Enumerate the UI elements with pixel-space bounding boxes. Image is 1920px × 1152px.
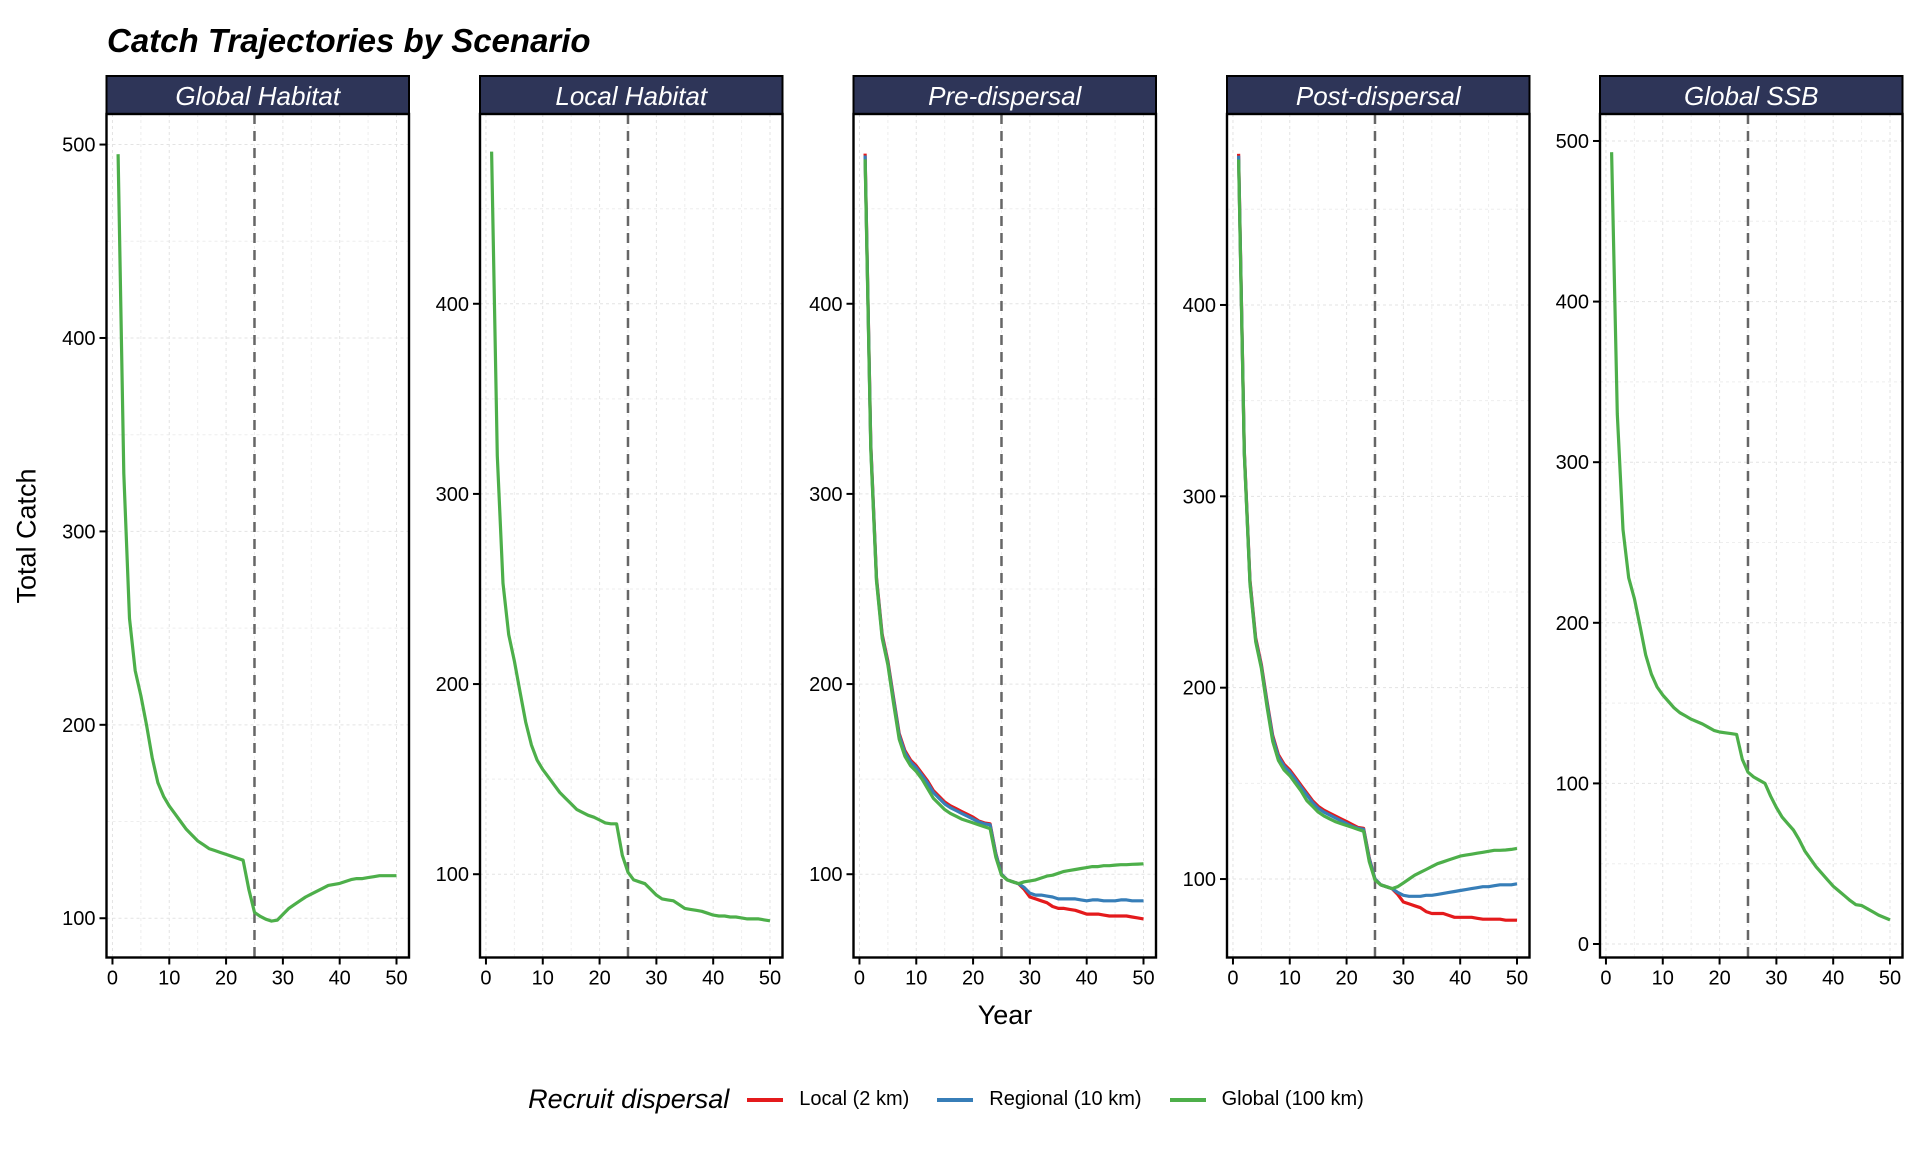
legend-label-regional: Regional (10 km): [989, 1088, 1142, 1110]
panel-strip: [479, 75, 784, 115]
panel-border: [1598, 112, 1904, 959]
y-tick-label: 200: [62, 715, 95, 737]
legend-label-local: Local (2 km): [799, 1088, 910, 1110]
x-tick-label: 50: [759, 968, 781, 990]
y-tick-label: 200: [809, 674, 842, 696]
x-tick-label: 10: [158, 968, 180, 990]
series-line-global-100-km: [863, 159, 1144, 886]
x-tick-label: 30: [645, 968, 667, 990]
panel-title: Global Habitat: [175, 81, 342, 111]
y-tick-label: 100: [1556, 773, 1589, 795]
x-tick-label: 20: [1335, 968, 1357, 990]
x-tick-label: 0: [854, 968, 865, 990]
y-tick-label: 500: [62, 135, 95, 157]
y-tick-label: 500: [1556, 131, 1589, 153]
series-line-global-100-km: [490, 151, 771, 923]
x-tick-label: 40: [702, 968, 724, 990]
x-tick-label: 20: [588, 968, 610, 990]
y-tick-label: 400: [62, 328, 95, 350]
panel-title: Global SSB: [1684, 81, 1818, 111]
x-tick-label: 20: [962, 968, 984, 990]
legend-title: Recruit dispersal: [528, 1084, 730, 1114]
x-tick-label: 40: [1076, 968, 1098, 990]
panel-strip: [105, 75, 410, 115]
x-tick-label: 0: [1227, 968, 1238, 990]
y-tick-label: 300: [809, 484, 842, 506]
x-tick-label: 0: [107, 968, 118, 990]
series-line-global-100-km: [1237, 159, 1518, 891]
series-line-local-2-km: [863, 153, 1144, 921]
x-tick-label: 40: [1822, 968, 1844, 990]
y-tick-label: 400: [809, 294, 842, 316]
legend-key-global: [1169, 1097, 1206, 1102]
panel-strip: [852, 75, 1157, 115]
x-axis-label: Year: [977, 1000, 1033, 1030]
series-line-global-100-km: [116, 154, 397, 923]
panel-title: Local Habitat: [555, 81, 709, 111]
series-line-local-2-km: [1237, 153, 1517, 922]
x-tick-label: 40: [1449, 968, 1471, 990]
series-line-regional-10-km: [1237, 155, 1518, 898]
x-tick-label: 10: [1279, 968, 1301, 990]
x-tick-label: 0: [480, 968, 491, 990]
x-tick-label: 50: [1506, 968, 1528, 990]
panel-border: [1225, 112, 1531, 959]
x-tick-label: 50: [385, 968, 407, 990]
x-tick-label: 30: [1392, 968, 1414, 990]
y-tick-label: 200: [1183, 678, 1216, 700]
x-tick-label: 50: [1879, 968, 1901, 990]
y-tick-label: 300: [1183, 486, 1216, 508]
y-tick-label: 300: [62, 521, 95, 543]
panel-strip: [1599, 75, 1904, 115]
x-tick-label: 30: [1765, 968, 1787, 990]
y-tick-label: 100: [436, 864, 469, 886]
panel-border: [852, 112, 1158, 959]
y-tick-label: 100: [809, 864, 842, 886]
y-tick-label: 200: [436, 674, 469, 696]
series-line-global-100-km: [1610, 152, 1891, 922]
panel-title: Post-dispersal: [1296, 81, 1462, 111]
y-tick-label: 0: [1578, 934, 1589, 956]
series-line-regional-10-km: [863, 155, 1144, 903]
y-tick-label: 100: [1183, 869, 1216, 891]
chart-title: Catch Trajectories by Scenario: [107, 22, 591, 59]
panel-border: [105, 112, 411, 959]
x-tick-label: 30: [1019, 968, 1041, 990]
legend-key-regional: [937, 1097, 974, 1102]
legend: Recruit dispersal Local (2 km) Regional …: [0, 1084, 1920, 1115]
y-tick-label: 400: [1556, 292, 1589, 314]
y-tick-label: 300: [1556, 452, 1589, 474]
x-tick-label: 50: [1132, 968, 1154, 990]
y-tick-label: 400: [1183, 295, 1216, 317]
x-tick-label: 40: [329, 968, 351, 990]
x-tick-label: 20: [215, 968, 237, 990]
y-tick-label: 100: [62, 908, 95, 930]
x-tick-label: 30: [272, 968, 294, 990]
x-tick-label: 10: [1652, 968, 1674, 990]
y-tick-label: 200: [1556, 613, 1589, 635]
x-tick-label: 10: [532, 968, 554, 990]
panel-border: [478, 112, 784, 959]
y-tick-label: 300: [436, 484, 469, 506]
x-tick-label: 0: [1600, 968, 1611, 990]
legend-label-global: Global (100 km): [1221, 1088, 1364, 1110]
x-tick-label: 20: [1708, 968, 1730, 990]
legend-key-local: [747, 1097, 784, 1102]
x-tick-label: 10: [905, 968, 927, 990]
panel-title: Pre-dispersal: [928, 81, 1082, 111]
y-tick-label: 400: [436, 294, 469, 316]
